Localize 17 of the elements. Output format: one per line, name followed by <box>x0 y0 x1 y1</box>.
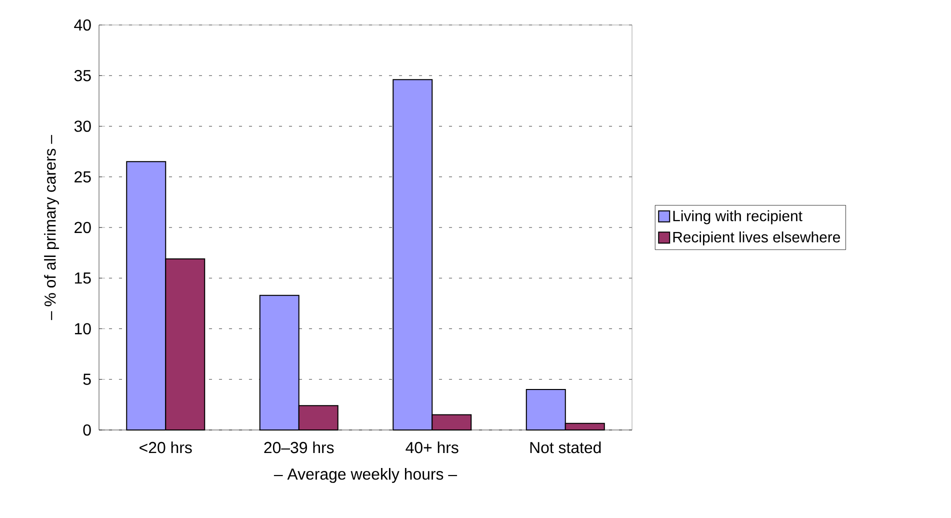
legend-label: Living with recipient <box>673 210 802 224</box>
y-tick-label: 40 <box>74 19 91 31</box>
y-tick-label: 15 <box>74 272 91 284</box>
x-tick-label: 40+ hrs <box>406 442 458 454</box>
x-tick-label: Not stated <box>530 442 601 454</box>
y-tick-label: 5 <box>83 374 91 385</box>
x-axis-title: – Average weekly hours – <box>274 468 458 483</box>
legend-label: Recipient lives elsewhere <box>673 231 840 246</box>
y-tick-label: 20 <box>74 222 91 234</box>
y-tick-label: 35 <box>74 70 91 82</box>
y-tick-label: 10 <box>74 323 91 334</box>
y-tick-label: 25 <box>74 171 91 183</box>
y-tick-label: 30 <box>74 120 91 132</box>
x-tick-label: <20 hrs <box>140 442 192 454</box>
y-tick-label: 0 <box>83 424 91 436</box>
y-axis-title: – % of all primary carers – <box>44 134 59 320</box>
x-tick-label: 20–39 hrs <box>264 442 334 454</box>
